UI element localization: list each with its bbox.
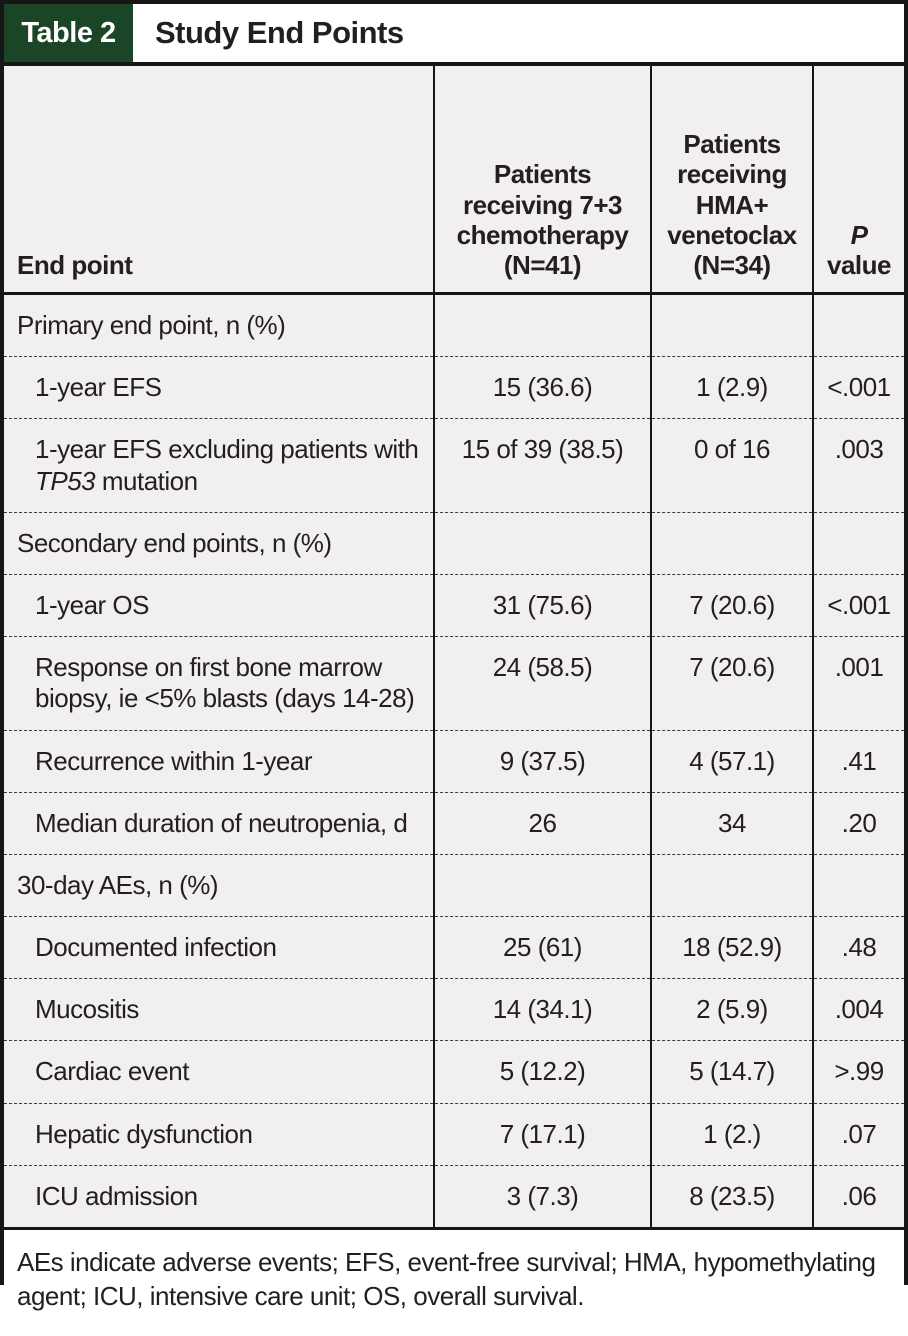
chemo-value-cell: 3 (7.3): [433, 1164, 651, 1227]
p-value-cell: <.001: [812, 573, 904, 637]
table-row: Hepatic dysfunction 7 (17.1) 1 (2.) .07: [4, 1102, 904, 1166]
header-row: End point Patients receiving 7+3 chemother…: [4, 66, 904, 295]
hma-value-cell: 1 (2.9): [650, 356, 813, 419]
chemo-value-cell: 24 (58.5): [433, 636, 651, 730]
hma-value-cell: 8 (23.5): [650, 1164, 813, 1227]
section-row: Primary end point, n (%): [4, 293, 904, 357]
hma-value-cell: [650, 853, 813, 917]
chemo-value-cell: 15 (36.6): [433, 356, 651, 419]
row-label: Hepatic dysfunction: [4, 1102, 434, 1166]
p-value-cell: .003: [812, 418, 904, 513]
row-label: 1-year EFS excluding patients with TP53 …: [4, 418, 434, 513]
table-header: End point Patients receiving 7+3 chemother…: [4, 66, 904, 295]
hma-value-cell: 1 (2.): [650, 1102, 813, 1166]
chemo-value-cell: 25 (61): [433, 916, 651, 979]
column-header-hma: Patients receiving HMA+ venetoclax (N=34): [650, 66, 813, 295]
chemo-value-cell: 31 (75.6): [433, 573, 651, 637]
hma-value-cell: 0 of 16: [650, 418, 813, 513]
p-value-cell: .06: [812, 1164, 904, 1227]
table-row: 1-year EFS excluding patients with TP53 …: [4, 418, 904, 513]
hma-value-cell: 7 (20.6): [650, 573, 813, 637]
section-row: Secondary end points, n (%): [4, 511, 904, 575]
hma-value-cell: 2 (5.9): [650, 978, 813, 1041]
table-row: Median duration of neutropenia, d 26 34 …: [4, 791, 904, 855]
table-row: Mucositis 14 (34.1) 2 (5.9) .004: [4, 978, 904, 1041]
p-value-cell: .001: [812, 636, 904, 730]
hma-value-cell: 5 (14.7): [650, 1040, 813, 1104]
table-row: Recurrence within 1-year 9 (37.5) 4 (57.…: [4, 729, 904, 793]
p-value-cell: .20: [812, 791, 904, 855]
chemo-value-cell: 15 of 39 (38.5): [433, 418, 651, 513]
table-row: 1-year OS 31 (75.6) 7 (20.6) <.001: [4, 573, 904, 637]
chemo-value-cell: 5 (12.2): [433, 1040, 651, 1104]
chemo-value-cell: 14 (34.1): [433, 978, 651, 1041]
section-label: Primary end point, n (%): [17, 310, 286, 340]
hma-value-cell: 7 (20.6): [650, 636, 813, 730]
endpoints-table: End point Patients receiving 7+3 chemother…: [4, 66, 904, 1227]
row-label: Recurrence within 1-year: [4, 729, 434, 793]
row-label: 1-year EFS: [4, 356, 434, 419]
row-label: ICU admission: [4, 1164, 434, 1227]
table-row: Cardiac event 5 (12.2) 5 (14.7) >.99: [4, 1040, 904, 1104]
p-value-cell: .004: [812, 978, 904, 1041]
section-label: Secondary end points, n (%): [4, 511, 434, 575]
p-word: value: [827, 249, 892, 280]
gene-name-italic: TP53: [35, 465, 96, 496]
table-badge-label: Table 2: [21, 16, 116, 49]
row-label: Response on first bone marrow biopsy, ie…: [4, 636, 434, 730]
table-row: Documented infection 25 (61) 18 (52.9) .…: [4, 916, 904, 979]
chemo-value-cell: 9 (37.5): [433, 729, 651, 793]
title-bar: Table 2 Study End Points: [4, 4, 904, 66]
section-row: 30-day AEs, n (%): [4, 853, 904, 917]
chemo-value-cell: [433, 853, 651, 917]
chemo-value-cell: 7 (17.1): [433, 1102, 651, 1166]
row-label: Cardiac event: [4, 1040, 434, 1104]
table-badge: Table 2: [4, 4, 133, 62]
chemo-value-cell: 26: [433, 791, 651, 855]
hma-value-cell: 4 (57.1): [650, 729, 813, 793]
table-row: Response on first bone marrow biopsy, ie…: [4, 636, 904, 730]
section-label: 30-day AEs, n (%): [4, 853, 434, 917]
column-header-end-point: End point: [4, 66, 434, 295]
p-symbol: P: [850, 219, 868, 250]
hma-value-cell: [650, 293, 813, 357]
p-value-cell: [812, 511, 904, 575]
row-label: Documented infection: [4, 916, 434, 979]
chemo-value-cell: [433, 293, 651, 357]
p-value-cell: .41: [812, 729, 904, 793]
p-value-cell: .48: [812, 916, 904, 979]
table-row: 1-year EFS 15 (36.6) 1 (2.9) <.001: [4, 356, 904, 419]
row-label: 1-year OS: [4, 573, 434, 637]
p-value-cell: <.001: [812, 356, 904, 419]
table-title: Study End Points: [155, 15, 404, 50]
hma-value-cell: 34: [650, 791, 813, 855]
p-value-cell: .07: [812, 1102, 904, 1166]
table-row: ICU admission 3 (7.3) 8 (23.5) .06: [4, 1164, 904, 1227]
footnote: AEs indicate adverse events; EFS, event-…: [4, 1227, 904, 1336]
column-header-chemo: Patients receiving 7+3 chemotherapy (N=41): [433, 66, 651, 295]
p-value-cell: >.99: [812, 1040, 904, 1104]
p-value-cell: [812, 293, 904, 357]
table-body: Primary end point, n (%) 1-year EFS 15 (…: [4, 293, 904, 1227]
hma-value-cell: 18 (52.9): [650, 916, 813, 979]
chemo-value-cell: [433, 511, 651, 575]
row-label: Median duration of neutropenia, d: [4, 791, 434, 855]
row-label: Mucositis: [4, 978, 434, 1041]
p-value-cell: [812, 853, 904, 917]
hma-value-cell: [650, 511, 813, 575]
